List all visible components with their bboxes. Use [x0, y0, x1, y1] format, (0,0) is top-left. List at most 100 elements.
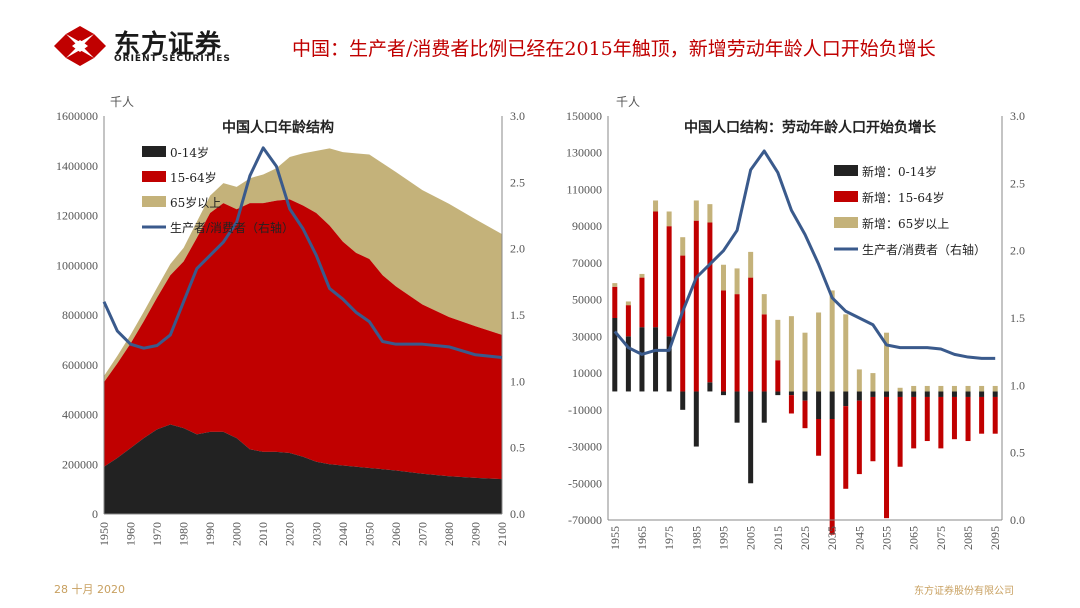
bar-0: [802, 391, 808, 401]
bar-1: [720, 290, 726, 392]
bar-1: [992, 396, 998, 434]
bar-0: [897, 391, 903, 397]
x-tick-label: 2060: [389, 522, 403, 546]
bar-0: [666, 336, 672, 392]
bar-2: [639, 273, 645, 278]
unit-label: 千人: [110, 95, 134, 109]
x-tick-label: 2095: [988, 526, 1002, 550]
bar-2: [884, 332, 890, 392]
legend-label: 生产者/消费者（右轴）: [862, 242, 986, 257]
legend-label: 0-14岁: [170, 145, 209, 160]
bar-2: [653, 200, 659, 212]
bar-2: [680, 237, 686, 256]
legend-label: 生产者/消费者（右轴）: [170, 220, 294, 235]
bar-2: [979, 385, 985, 392]
bar-0: [884, 391, 890, 397]
y-tick-label: 90000: [572, 219, 602, 233]
x-tick-label: 1970: [150, 522, 164, 546]
x-tick-label: 2010: [256, 522, 270, 546]
y-tick-label: 1600000: [56, 109, 98, 123]
bar-0: [680, 391, 686, 410]
legend-label: 15-64岁: [170, 170, 217, 185]
y-tick-label: 1200000: [56, 209, 98, 223]
area-series-2: [104, 148, 502, 383]
x-tick-label: 2075: [934, 526, 948, 550]
bar-1: [775, 360, 781, 392]
bar-2: [734, 268, 740, 295]
bar-0: [938, 391, 944, 397]
bar-0: [911, 391, 917, 397]
bar-2: [911, 385, 917, 392]
bar-1: [924, 396, 930, 442]
legend-swatch: [834, 217, 858, 228]
bar-2: [788, 316, 794, 392]
bar-0: [720, 391, 726, 396]
legend-swatch: [834, 165, 858, 176]
bar-0: [748, 391, 754, 484]
bar-1: [897, 396, 903, 467]
legend-label: 新增：0-14岁: [862, 164, 937, 179]
y-tick-label: -50000: [568, 476, 602, 490]
unit-label: 千人: [616, 95, 640, 109]
bar-0: [788, 391, 794, 396]
y-tick-label: 200000: [62, 457, 98, 471]
y2-tick-label: 2.5: [510, 175, 525, 189]
x-tick-label: 1960: [124, 522, 138, 546]
bar-1: [761, 314, 767, 392]
bar-2: [748, 251, 754, 278]
bar-2: [666, 211, 672, 227]
bar-0: [761, 391, 767, 423]
bar-0: [829, 391, 835, 419]
y2-tick-label: 2.5: [1010, 176, 1025, 190]
area-series-1: [104, 199, 502, 480]
bar-1: [911, 396, 917, 449]
bar-1: [870, 396, 876, 462]
x-tick-label: 1990: [203, 522, 217, 546]
x-tick-label: 2085: [961, 526, 975, 550]
bar-1: [693, 220, 699, 392]
brand-name: 东方证券: [114, 30, 223, 60]
y-tick-label: -30000: [568, 440, 602, 454]
y2-tick-label: 1.0: [1010, 378, 1025, 392]
y-tick-label: 150000: [566, 109, 602, 123]
bar-2: [897, 387, 903, 392]
legend-swatch: [142, 171, 166, 182]
bar-0: [856, 391, 862, 401]
bar-2: [829, 290, 835, 392]
ratio-line: [613, 149, 996, 360]
legend-swatch: [142, 146, 166, 157]
bar-2: [693, 200, 699, 221]
y-tick-label: 0: [92, 507, 98, 521]
x-tick-label: 1955: [608, 526, 622, 550]
y-tick-label: 800000: [62, 308, 98, 322]
y2-tick-label: 0.0: [510, 507, 525, 521]
page-title: 中国：生产者/消费者比例已经在2015年触顶，新增劳动年龄人口开始负增长: [292, 38, 936, 60]
bar-0: [775, 391, 781, 396]
bar-2: [612, 283, 618, 287]
bar-2: [802, 332, 808, 392]
y-tick-label: 50000: [572, 293, 602, 307]
x-tick-label: 2035: [825, 526, 839, 550]
footer-date: 28 十月 2020: [54, 583, 125, 596]
y-tick-label: -10000: [568, 403, 602, 417]
x-tick-label: 1975: [662, 526, 676, 550]
legend-label: 新增：65岁以上: [862, 216, 949, 231]
bar-0: [965, 391, 971, 397]
bar-2: [951, 385, 957, 392]
legend-swatch: [834, 191, 858, 202]
bar-1: [802, 400, 808, 429]
x-tick-label: 2070: [415, 522, 429, 546]
bar-2: [965, 385, 971, 392]
y-tick-label: 130000: [566, 146, 602, 160]
bar-1: [639, 277, 645, 328]
x-tick-label: 1980: [177, 522, 191, 546]
bar-2: [761, 294, 767, 315]
bar-2: [625, 301, 631, 306]
bar-1: [666, 226, 672, 337]
x-tick-label: 2000: [230, 522, 244, 546]
y-tick-label: 110000: [566, 182, 602, 196]
bar-2: [843, 314, 849, 392]
x-tick-label: 2020: [283, 522, 297, 546]
bar-0: [924, 391, 930, 397]
bar-2: [992, 385, 998, 392]
